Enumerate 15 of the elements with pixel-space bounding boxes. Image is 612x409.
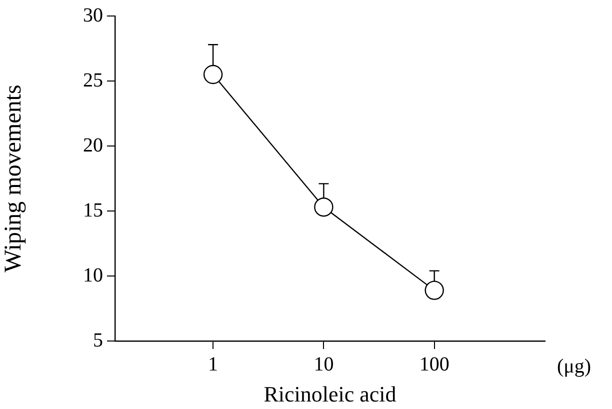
point	[203, 64, 223, 84]
x-tick-label: 1	[208, 353, 218, 376]
y-tick-label: 20	[83, 134, 103, 156]
y-tick-label: 5	[93, 329, 103, 352]
text: (μg)	[557, 355, 592, 378]
y-tick-label: 25	[83, 69, 103, 92]
y-tick-label: 10	[83, 264, 103, 286]
y-tick-label: 15	[83, 199, 103, 222]
x-axis-title: Ricinoleic acid	[264, 382, 396, 407]
y-axis-title: Wiping movements	[0, 84, 27, 272]
point	[314, 198, 334, 217]
y-tick-label: 30	[83, 4, 103, 26]
x-tick-label: 100	[419, 353, 450, 376]
point	[424, 280, 444, 300]
x-tick-label: 10	[314, 353, 334, 376]
